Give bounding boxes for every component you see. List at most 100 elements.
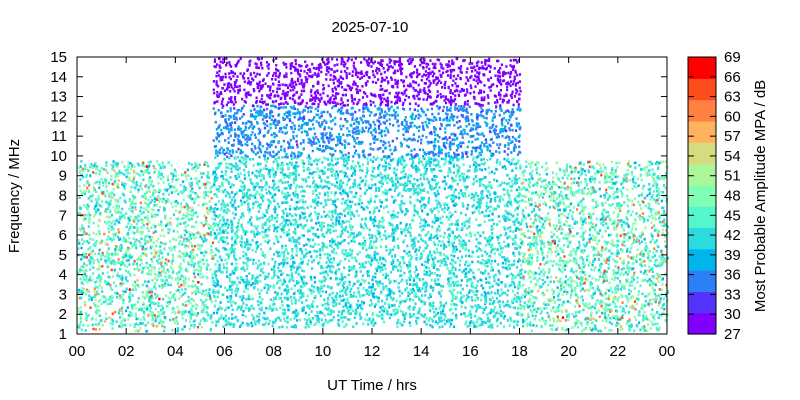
heatmap-cell bbox=[82, 278, 85, 281]
heatmap-cell bbox=[352, 171, 355, 175]
heatmap-cell bbox=[413, 305, 416, 309]
heatmap-cell bbox=[283, 201, 286, 204]
heatmap-cell bbox=[197, 281, 200, 284]
heatmap-cell bbox=[226, 295, 229, 299]
heatmap-cell bbox=[214, 203, 217, 206]
heatmap-cell bbox=[148, 273, 151, 276]
heatmap-cell bbox=[476, 206, 479, 209]
heatmap-cell bbox=[228, 277, 231, 280]
heatmap-cell bbox=[434, 179, 437, 182]
heatmap-cell bbox=[415, 198, 418, 202]
heatmap-cell bbox=[229, 176, 232, 179]
heatmap-cell bbox=[353, 316, 356, 319]
heatmap-cell bbox=[90, 296, 93, 300]
heatmap-cell bbox=[133, 325, 136, 328]
heatmap-cell bbox=[152, 191, 155, 195]
heatmap-cell bbox=[242, 302, 245, 305]
heatmap-cell bbox=[488, 193, 491, 196]
heatmap-cell bbox=[432, 159, 435, 163]
heatmap-cell bbox=[378, 199, 381, 202]
heatmap-cell bbox=[163, 247, 166, 250]
heatmap-cell bbox=[511, 277, 514, 281]
heatmap-cell bbox=[175, 316, 178, 319]
heatmap-cell bbox=[390, 262, 393, 266]
heatmap-cell bbox=[127, 318, 130, 321]
heatmap-cell bbox=[221, 270, 224, 274]
heatmap-cell bbox=[252, 318, 255, 321]
heatmap-cell bbox=[412, 185, 415, 189]
heatmap-cell bbox=[98, 186, 101, 190]
heatmap-cell bbox=[119, 211, 122, 214]
heatmap-cell bbox=[375, 280, 378, 283]
heatmap-cell bbox=[450, 318, 453, 322]
heatmap-cell bbox=[147, 205, 150, 208]
heatmap-cell bbox=[392, 308, 395, 312]
heatmap-cell bbox=[449, 157, 452, 161]
heatmap-cell bbox=[368, 293, 371, 297]
heatmap-cell bbox=[510, 179, 514, 183]
heatmap-cell bbox=[434, 219, 437, 222]
heatmap-cell bbox=[420, 204, 423, 208]
heatmap-cell bbox=[453, 237, 456, 241]
heatmap-cell bbox=[367, 286, 371, 289]
heatmap-cell bbox=[332, 229, 335, 233]
heatmap-cell bbox=[418, 233, 421, 237]
heatmap-cell bbox=[346, 192, 349, 196]
heatmap-cell bbox=[335, 205, 338, 209]
heatmap-cell bbox=[119, 282, 122, 286]
heatmap-cell bbox=[338, 222, 341, 225]
heatmap-cell bbox=[184, 287, 187, 291]
heatmap-cell bbox=[279, 279, 282, 282]
heatmap-cell bbox=[95, 233, 98, 236]
heatmap-cell bbox=[365, 171, 368, 175]
heatmap-cell bbox=[265, 191, 268, 195]
heatmap-cell bbox=[340, 156, 343, 160]
heatmap-cell bbox=[346, 180, 350, 183]
heatmap-cell bbox=[87, 241, 90, 245]
heatmap-cell bbox=[105, 210, 108, 213]
heatmap-cell bbox=[177, 235, 181, 239]
heatmap-cell bbox=[249, 178, 252, 181]
heatmap-cell bbox=[373, 254, 376, 257]
heatmap-cell bbox=[256, 200, 259, 204]
heatmap-cell bbox=[263, 223, 266, 226]
heatmap-cell bbox=[338, 302, 341, 305]
heatmap-cell bbox=[248, 272, 251, 275]
heatmap-cell bbox=[407, 254, 410, 257]
heatmap-cell bbox=[120, 171, 123, 175]
heatmap-cell bbox=[420, 255, 423, 259]
heatmap-cell bbox=[308, 229, 311, 233]
heatmap-cell bbox=[216, 311, 219, 315]
heatmap-cell bbox=[101, 290, 104, 293]
heatmap-cell bbox=[353, 214, 356, 218]
heatmap-cell bbox=[84, 278, 88, 282]
heatmap-cell bbox=[195, 181, 199, 184]
heatmap-cell bbox=[197, 247, 200, 251]
heatmap-cell bbox=[180, 217, 183, 221]
heatmap-cell bbox=[294, 175, 297, 179]
heatmap-cell bbox=[195, 307, 198, 310]
heatmap-cell bbox=[163, 207, 166, 211]
heatmap-cell bbox=[296, 225, 299, 229]
heatmap-cell bbox=[346, 194, 349, 198]
heatmap-cell bbox=[490, 269, 493, 272]
heatmap-cell bbox=[461, 157, 464, 161]
heatmap-cell bbox=[495, 179, 499, 183]
heatmap-cell bbox=[262, 177, 265, 180]
heatmap-cell bbox=[409, 254, 412, 257]
heatmap-cells bbox=[77, 57, 670, 333]
heatmap-cell bbox=[510, 319, 513, 322]
heatmap-cell bbox=[486, 281, 489, 284]
heatmap-cell bbox=[313, 206, 317, 210]
heatmap-cell bbox=[290, 325, 293, 328]
heatmap-cell bbox=[512, 320, 515, 323]
heatmap-cell bbox=[128, 314, 131, 318]
heatmap-cell bbox=[513, 259, 516, 263]
heatmap-cell bbox=[374, 321, 377, 325]
heatmap-cell bbox=[292, 180, 295, 183]
heatmap-cell bbox=[169, 291, 172, 294]
heatmap-cell bbox=[423, 203, 426, 206]
heatmap-cell bbox=[412, 283, 416, 286]
heatmap-cell bbox=[179, 277, 182, 281]
heatmap-cell bbox=[267, 206, 270, 210]
